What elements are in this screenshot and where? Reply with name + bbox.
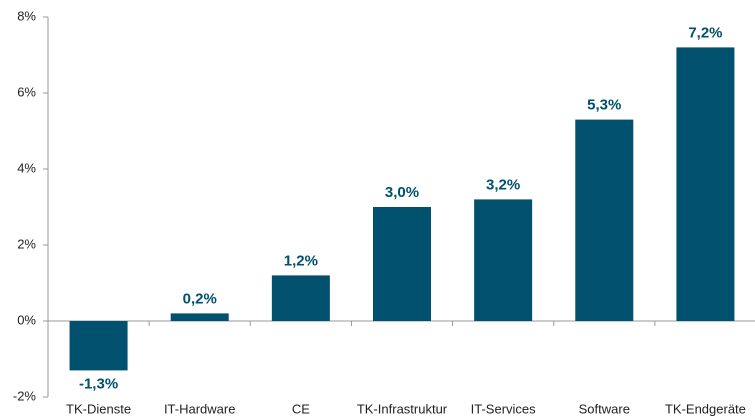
x-tick-label: TK-Endgeräte — [665, 401, 746, 416]
bar — [474, 199, 532, 321]
y-tick-label: 4% — [17, 160, 36, 175]
value-label: 5,3% — [587, 97, 621, 114]
chart: -2% 0% 2% 4% 6% 8% TK-Dienste -1,3% IT-Hardware 0… — [0, 0, 755, 420]
value-label: 7,2% — [688, 24, 722, 41]
y-tick-label: 6% — [17, 84, 36, 99]
value-label: 3,2% — [486, 176, 520, 193]
value-label: 0,2% — [183, 290, 217, 307]
x-tick-label: IT-Services — [471, 401, 537, 416]
y-tick-label: 0% — [17, 312, 36, 327]
x-tick-label: Software — [579, 401, 630, 416]
x-tick-label: TK-Infrastruktur — [357, 401, 448, 416]
bar — [676, 47, 734, 321]
y-tick-label: 8% — [17, 8, 36, 23]
bar — [575, 120, 633, 321]
value-label: -1,3% — [79, 375, 118, 392]
y-tick-label: -2% — [13, 388, 37, 403]
x-tick-label: CE — [292, 401, 310, 416]
x-tick-label: TK-Dienste — [66, 401, 131, 416]
value-label: 3,0% — [385, 184, 419, 201]
bar — [171, 313, 229, 321]
bar — [70, 321, 128, 370]
value-label: 1,2% — [284, 252, 318, 269]
y-tick-label: 2% — [17, 236, 36, 251]
bar — [373, 207, 431, 321]
x-tick-label: IT-Hardware — [164, 401, 236, 416]
bar — [272, 275, 330, 321]
